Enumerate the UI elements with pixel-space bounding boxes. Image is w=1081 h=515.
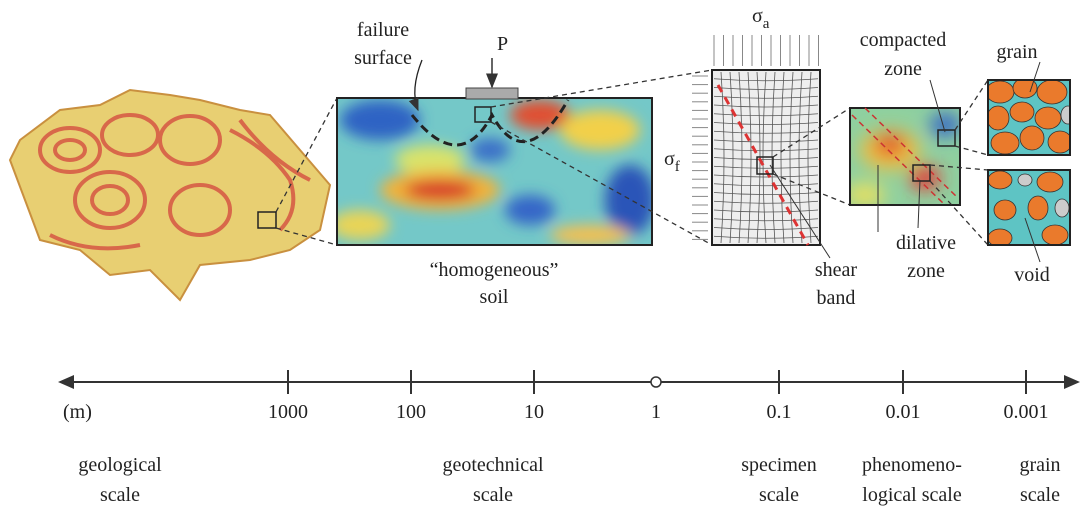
mesh-line xyxy=(713,209,819,213)
label: σf xyxy=(664,148,680,175)
label: surface xyxy=(354,47,412,69)
unit-label: (m) xyxy=(63,401,92,423)
mesh-line xyxy=(713,130,819,134)
mesh-line xyxy=(713,104,819,108)
tick-label: 100 xyxy=(396,401,426,423)
annotations: failure surface P σa σf “homogeneous” so… xyxy=(354,5,1050,309)
mesh-line xyxy=(713,192,819,195)
mesh-line xyxy=(713,78,819,82)
symbol: σ xyxy=(664,148,675,170)
scale-name: geological xyxy=(78,454,162,476)
mesh-line xyxy=(713,200,819,204)
symbol: σ xyxy=(752,5,763,27)
mesh-line xyxy=(713,218,819,222)
mesh-line xyxy=(713,122,819,125)
mesh-line xyxy=(798,71,803,244)
scale-name: phenomeno- xyxy=(862,454,962,476)
grain-dense xyxy=(987,79,1071,156)
specimen xyxy=(692,35,821,246)
label: void xyxy=(1014,264,1050,286)
mesh-line xyxy=(729,71,734,244)
tick-label: 0.001 xyxy=(1004,401,1049,423)
zoom-line xyxy=(929,79,989,246)
mesh-line xyxy=(738,71,743,244)
label: dilative xyxy=(896,232,956,254)
tick-label: 1 xyxy=(651,401,661,423)
tick-label: 1000 xyxy=(268,401,308,423)
label: grain xyxy=(996,41,1037,63)
tick-label: 0.1 xyxy=(767,401,792,423)
mesh-line xyxy=(713,95,819,99)
mesh-line xyxy=(807,71,812,244)
mesh-line xyxy=(713,174,819,178)
mesh-line xyxy=(780,71,785,244)
scale-name: scale xyxy=(759,484,799,506)
zoom-line xyxy=(490,69,713,246)
band-zone xyxy=(849,107,961,206)
scale-name: scale xyxy=(100,484,140,506)
mesh-line xyxy=(713,139,819,143)
mesh-line xyxy=(747,71,752,244)
mesh-line xyxy=(713,113,819,117)
label: soil xyxy=(480,286,509,308)
zoom-line xyxy=(275,97,338,246)
mesh-line xyxy=(713,235,819,239)
label: σa xyxy=(752,5,770,32)
scale-axis: (m) 1000 100 10 1 0.1 0.01 0.001 geological scal… xyxy=(58,370,1080,506)
label: compacted xyxy=(860,29,947,51)
scale-name: scale xyxy=(1020,484,1060,506)
scale-name: specimen xyxy=(741,454,817,476)
mesh-line xyxy=(713,183,819,187)
subscript: a xyxy=(763,16,770,32)
mesh-line xyxy=(789,71,794,244)
label: shear xyxy=(815,259,858,281)
zoom-line xyxy=(772,107,851,206)
label: zone xyxy=(884,58,922,80)
scale-name: scale xyxy=(473,484,513,506)
scale-name: geotechnical xyxy=(442,454,543,476)
tick-label: 0.01 xyxy=(886,401,921,423)
scale-name: logical scale xyxy=(862,484,962,506)
scale-name: grain xyxy=(1019,454,1060,476)
geological-model xyxy=(8,88,332,302)
mesh-line xyxy=(713,157,819,160)
mesh-line xyxy=(720,71,725,244)
mesh-line xyxy=(713,148,819,152)
label: band xyxy=(817,287,856,309)
subscript: f xyxy=(675,159,680,175)
label: P xyxy=(497,33,508,55)
mesh-line xyxy=(713,87,819,90)
label: “homogeneous” xyxy=(430,259,559,281)
mesh-line xyxy=(713,227,819,230)
mesh-line xyxy=(713,165,819,169)
label: zone xyxy=(907,260,945,282)
grain-loose xyxy=(987,169,1071,246)
random-field xyxy=(336,58,653,246)
tick-label: 10 xyxy=(524,401,544,423)
origin-tick xyxy=(650,376,662,388)
label: failure xyxy=(357,19,409,41)
